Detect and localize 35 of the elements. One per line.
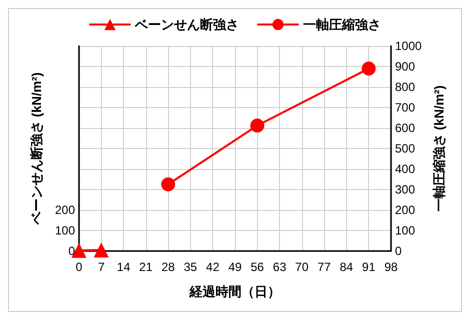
y2-tick-label: 300 bbox=[395, 182, 416, 196]
x-tick-label: 77 bbox=[317, 260, 332, 274]
point bbox=[161, 177, 176, 192]
x-tick-label: 98 bbox=[384, 260, 398, 274]
y-tick-label: 200 bbox=[54, 203, 76, 217]
y2-tick-label: 1000 bbox=[395, 39, 422, 53]
x-tick-label: 14 bbox=[116, 260, 131, 274]
y2-tick-label: 800 bbox=[395, 80, 416, 94]
y2-tick-label: 600 bbox=[395, 121, 416, 135]
y-tick-label: 100 bbox=[54, 224, 76, 238]
legend-label: 一軸圧縮強さ bbox=[303, 17, 381, 32]
x-tick-label: 42 bbox=[206, 260, 220, 274]
y2-tick-label: 500 bbox=[395, 142, 416, 156]
legend-label: ベーンせん断強さ bbox=[134, 17, 239, 32]
x-tick-label: 63 bbox=[272, 260, 287, 274]
point bbox=[362, 62, 376, 76]
x-tick-label: 21 bbox=[139, 260, 153, 274]
y2-axis-title: 一軸圧縮強さ (kN/m²) bbox=[432, 85, 447, 212]
y2-tick-label: 400 bbox=[395, 162, 416, 176]
y2-tick-label: 200 bbox=[395, 203, 416, 217]
x-tick-label: 70 bbox=[295, 260, 309, 274]
x-tick-label: 7 bbox=[98, 260, 105, 274]
y2-tick-label: 700 bbox=[395, 100, 416, 114]
x-tick-label: 49 bbox=[228, 260, 242, 274]
x-tick-label: 91 bbox=[362, 260, 376, 274]
x-tick-label: 35 bbox=[184, 260, 198, 274]
y2-tick-label: 0 bbox=[395, 244, 402, 258]
x-tick-label: 84 bbox=[340, 260, 354, 274]
point bbox=[250, 118, 264, 133]
y2-tick-label: 900 bbox=[395, 60, 416, 74]
y2-tick-label: 100 bbox=[395, 224, 416, 238]
x-tick-label: 56 bbox=[250, 260, 264, 274]
x-axis-title: 経過時間（日） bbox=[188, 284, 280, 299]
y-axis-title: ベーンせん断強さ (kN/m²) bbox=[29, 72, 44, 226]
x-tick-label: 28 bbox=[161, 260, 176, 274]
